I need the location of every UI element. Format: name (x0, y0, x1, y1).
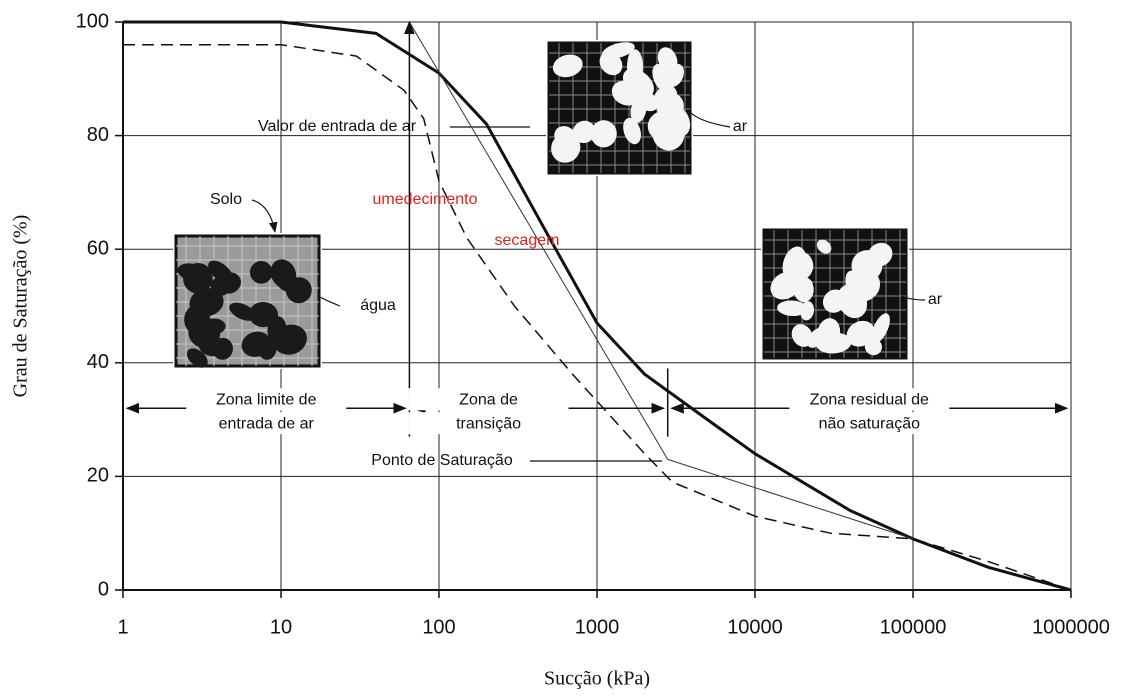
soil-grain (285, 277, 312, 304)
soil-grain (871, 313, 890, 344)
soil-grain (189, 288, 224, 317)
soil-grain (867, 242, 893, 267)
zone-label-bg (789, 388, 950, 411)
x-tick-label: 1000000 (1032, 616, 1110, 638)
leader-line (251, 199, 278, 234)
soil-grain (217, 272, 241, 294)
soil-grain (272, 324, 307, 355)
soil-grain (249, 261, 273, 284)
soil-grain (791, 324, 813, 347)
soil-grain (817, 318, 841, 349)
x-tick-label: 100 (422, 616, 455, 638)
soil-grain (599, 51, 623, 76)
soil-grain (186, 348, 208, 368)
soil-grain (257, 336, 277, 360)
zone-label: transição (456, 415, 521, 432)
annotation: Valor de entrada de ar (258, 118, 417, 135)
zone-label-bg (789, 412, 950, 435)
soil-grain (822, 289, 846, 313)
y-axis-title: Grau de Saturação (%) (10, 215, 32, 398)
y-tick-label: 0 (98, 578, 109, 600)
y-tick-label: 80 (87, 124, 109, 146)
x-tick-label: 1000 (575, 616, 620, 638)
annotation: ar (733, 118, 748, 135)
zone-label-bg (186, 388, 347, 411)
soil-grain (846, 320, 875, 347)
y-tick-label: 100 (76, 10, 109, 32)
soil-grain (630, 98, 647, 123)
soil-grain (177, 263, 209, 282)
soil-pictures (173, 40, 909, 369)
y-tick-label: 20 (87, 465, 109, 487)
zone-label: Zona limite de (216, 391, 317, 408)
x-tick-label: 1 (117, 616, 128, 638)
soil-grain (666, 63, 685, 87)
soil-grain (777, 300, 808, 317)
zone-label-bg (408, 388, 569, 411)
leader-lines (251, 111, 926, 462)
y-tick-label: 40 (87, 351, 109, 373)
y-tick-label: 60 (87, 237, 109, 259)
x-tick-label: 10 (270, 616, 292, 638)
soil-grain (647, 110, 681, 142)
annotation: água (360, 297, 396, 314)
soil-grain (554, 126, 577, 148)
soil-grain (845, 270, 866, 303)
soil-grain (590, 120, 617, 148)
annotation: Ponto de Saturação (371, 452, 513, 469)
curve (123, 20, 1072, 592)
zone-label: Zona de (459, 391, 518, 408)
leader-line (689, 111, 731, 128)
curve (408, 21, 914, 540)
soil-grain (626, 49, 643, 84)
annotation: Solo (210, 191, 242, 208)
soil-grain (248, 301, 279, 328)
x-tick-label: 100000 (880, 616, 947, 638)
zone-label-bg (186, 412, 347, 435)
zone-label: Zona residual de (810, 391, 929, 408)
soil-grain (572, 120, 596, 144)
leader-line (317, 295, 341, 307)
annotation: umedecimento (373, 191, 478, 208)
soil-grain (201, 318, 226, 335)
annotation: ar (928, 291, 943, 308)
x-tick-label: 10000 (727, 616, 783, 638)
zone-label: não saturação (819, 415, 921, 432)
soil-grain (559, 55, 576, 71)
soil-grain (816, 239, 832, 254)
leader-line (901, 295, 926, 301)
zone-label: entrada de ar (219, 415, 315, 432)
soil-grain (623, 117, 641, 145)
annotation: secagem (495, 232, 560, 249)
plot: Zona limite de entrada de ar Zona de transi… (123, 20, 1072, 592)
zone-label-bg (408, 412, 569, 435)
soil-grain (783, 250, 814, 281)
x-axis-title: Sucção (kPa) (544, 668, 650, 690)
soil-grain (229, 302, 256, 321)
